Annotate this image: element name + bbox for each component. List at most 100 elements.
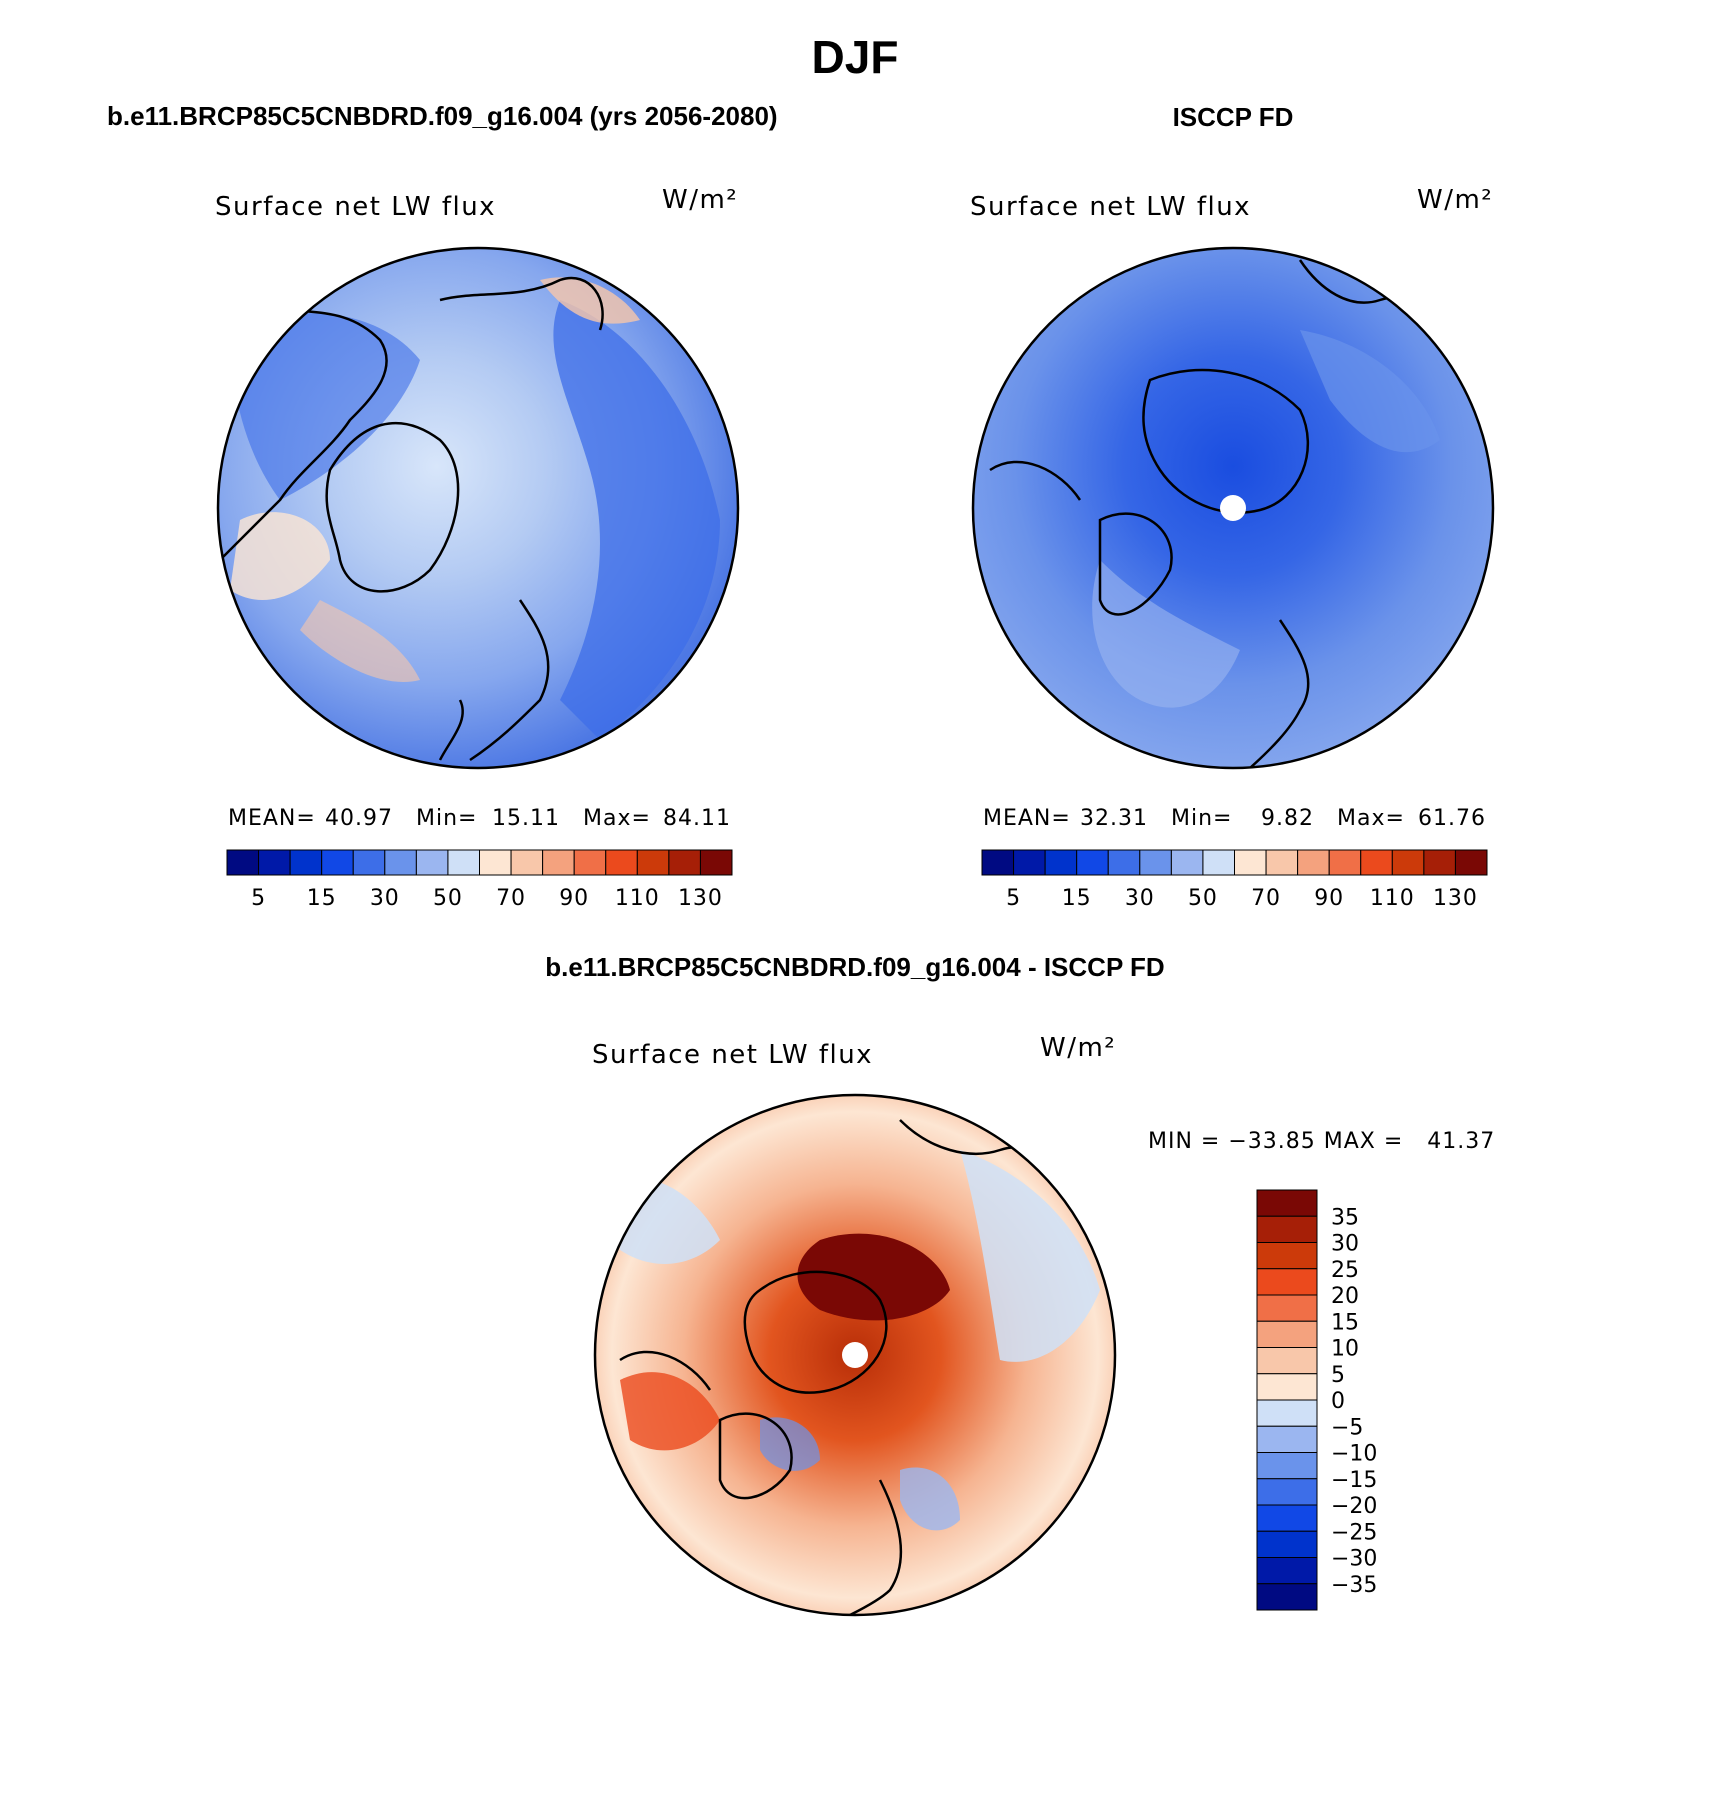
colorbar-diff-tick-label: 35: [1331, 1205, 1359, 1230]
units-label-obs: W/m²: [1417, 185, 1493, 215]
stats-max-label-obs: Max=: [1337, 806, 1405, 831]
colorbar-model-swatch: [699, 849, 733, 876]
map-boundary-diff: [593, 1093, 1117, 1617]
colorbar-diff-tick-label: −10: [1331, 1442, 1377, 1467]
colorbar-diff-swatch: [1256, 1557, 1318, 1585]
colorbar-diff-tick-label: 25: [1331, 1258, 1359, 1283]
variable-title-diff: Surface net LW flux: [592, 1040, 873, 1070]
colorbar-obs-swatch: [1234, 849, 1267, 876]
colorbar-diff-swatch: [1256, 1347, 1318, 1375]
colorbar-diff-swatch: [1256, 1399, 1318, 1427]
colorbar-diff-swatch: [1256, 1425, 1318, 1453]
colorbar-model-swatch: [258, 849, 291, 876]
colorbar-diff-swatch: [1256, 1504, 1318, 1532]
colorbar-model-swatch: [636, 849, 670, 876]
colorbar-obs-tick-label: 15: [1062, 886, 1092, 911]
colorbar-obs-tick-label: 130: [1433, 886, 1478, 911]
colorbar-diff-tick-label: 10: [1331, 1337, 1359, 1362]
colorbar-model-swatch: [542, 849, 575, 876]
colorbar-obs-swatch: [1202, 849, 1235, 876]
colorbar-obs-swatch: [1297, 849, 1330, 876]
stats-mean-label-model: MEAN=: [228, 806, 316, 831]
colorbar-diff-tick-label: 5: [1331, 1363, 1345, 1388]
colorbar-model-tick-label: 130: [678, 886, 723, 911]
colorbar-obs-swatch: [1328, 849, 1362, 876]
colorbar-diff-swatch: [1256, 1242, 1318, 1270]
stats-min-label-obs: Min=: [1171, 806, 1232, 831]
colorbar-obs-swatch: [1107, 849, 1141, 876]
panel-header-model: b.e11.BRCP85C5CNBDRD.f09_g16.004 (yrs 20…: [107, 101, 778, 131]
colorbar-model-swatch: [479, 849, 512, 876]
colorbar-diff-tick-label: −20: [1331, 1494, 1377, 1519]
colorbar-diff-tick-label: −25: [1331, 1520, 1377, 1545]
colorbar-model-swatch: [573, 849, 607, 876]
stats-mean-obs: 32.31: [1080, 806, 1148, 831]
colorbar-model-swatch: [321, 849, 354, 876]
colorbar-model-swatch: [384, 849, 417, 876]
colorbar-obs-swatch: [1013, 849, 1046, 876]
colorbar-obs-swatch: [1170, 849, 1204, 876]
stats-max-obs: 61.76: [1418, 806, 1486, 831]
panel-header-diff: b.e11.BRCP85C5CNBDRD.f09_g16.004 - ISCCP…: [545, 952, 1164, 982]
colorbar-diff-swatch: [1256, 1530, 1318, 1558]
colorbar-obs-tick-label: 50: [1188, 886, 1218, 911]
colorbar-diff-tick-label: 15: [1331, 1310, 1359, 1335]
colorbar-model-tick-label: 5: [251, 886, 266, 911]
colorbar-diff-tick-label: 30: [1331, 1232, 1359, 1257]
colorbar-diff-swatch: [1256, 1452, 1318, 1480]
colorbar-diff-swatch: [1256, 1320, 1318, 1348]
variable-title-obs: Surface net LW flux: [970, 192, 1251, 222]
colorbar-model-swatch: [352, 849, 386, 876]
colorbar-model-swatch: [605, 849, 638, 876]
colorbar-model: 5 15 30 50 70 90 110 130: [226, 849, 733, 911]
polar-map-model: [218, 248, 738, 768]
colorbar-obs-swatch: [1076, 849, 1109, 876]
colorbar-diff-swatch: [1256, 1583, 1318, 1611]
colorbar-model-swatch: [510, 849, 544, 876]
colorbar-obs-swatch: [981, 849, 1015, 876]
coastlines-model: [219, 276, 604, 762]
colorbar-model-tick-label: 50: [433, 886, 463, 911]
colorbar-diff-swatch: [1256, 1189, 1318, 1217]
colorbar-obs-tick-label: 5: [1006, 886, 1021, 911]
colorbar-diff-tick-label: 0: [1331, 1389, 1345, 1414]
colorbar-diff-swatch: [1256, 1215, 1318, 1243]
colorbar-diff-tick-label: −5: [1331, 1415, 1363, 1440]
colorbar-obs-tick-label: 70: [1251, 886, 1281, 911]
colorbar-model-swatch: [668, 849, 701, 876]
colorbar-obs-tick-label: 90: [1314, 886, 1344, 911]
colorbar-model-swatch: [226, 849, 260, 876]
stats-min-label-model: Min=: [416, 806, 477, 831]
colorbar-model-tick-label: 30: [370, 886, 400, 911]
colorbar-obs-tick-label: 30: [1125, 886, 1155, 911]
map-boundary-obs: [971, 246, 1495, 770]
colorbar-obs-swatch: [1265, 849, 1299, 876]
panel-header-obs: ISCCP FD: [1173, 102, 1294, 132]
colorbar-obs-swatch: [1360, 849, 1393, 876]
colorbar-obs-swatch: [1423, 849, 1456, 876]
colorbar-obs-swatch: [1391, 849, 1425, 876]
pole-mask-diff: [842, 1342, 868, 1368]
map-boundary-model: [216, 246, 740, 770]
colorbar-obs-swatch: [1139, 849, 1172, 876]
units-label-model: W/m²: [662, 185, 738, 215]
stats-min-obs: 9.82: [1261, 806, 1314, 831]
colorbar-diff-tick-label: −35: [1331, 1573, 1377, 1598]
colorbar-diff-tick-label: 20: [1331, 1284, 1359, 1309]
colorbar-model-swatch: [415, 849, 449, 876]
page-title: DJF: [811, 31, 899, 83]
colorbar-model-tick-label: 90: [559, 886, 589, 911]
colorbar-model-swatch: [289, 849, 323, 876]
units-label-diff: W/m²: [1040, 1033, 1116, 1063]
variable-title-model: Surface net LW flux: [215, 192, 496, 222]
colorbar-diff-tick-label: −30: [1331, 1547, 1377, 1572]
colorbar-obs-swatch: [1044, 849, 1078, 876]
stats-max-label-model: Max=: [583, 806, 651, 831]
colorbar-diff-tick-label: −15: [1331, 1468, 1377, 1493]
colorbar-model-swatch: [447, 849, 480, 876]
colorbar-obs: 5 15 30 50 70 90 110 130: [981, 849, 1488, 911]
colorbar-obs-swatch: [1454, 849, 1488, 876]
colorbar-diff-swatch: [1256, 1294, 1318, 1322]
stats-min-model: 15.11: [492, 806, 560, 831]
